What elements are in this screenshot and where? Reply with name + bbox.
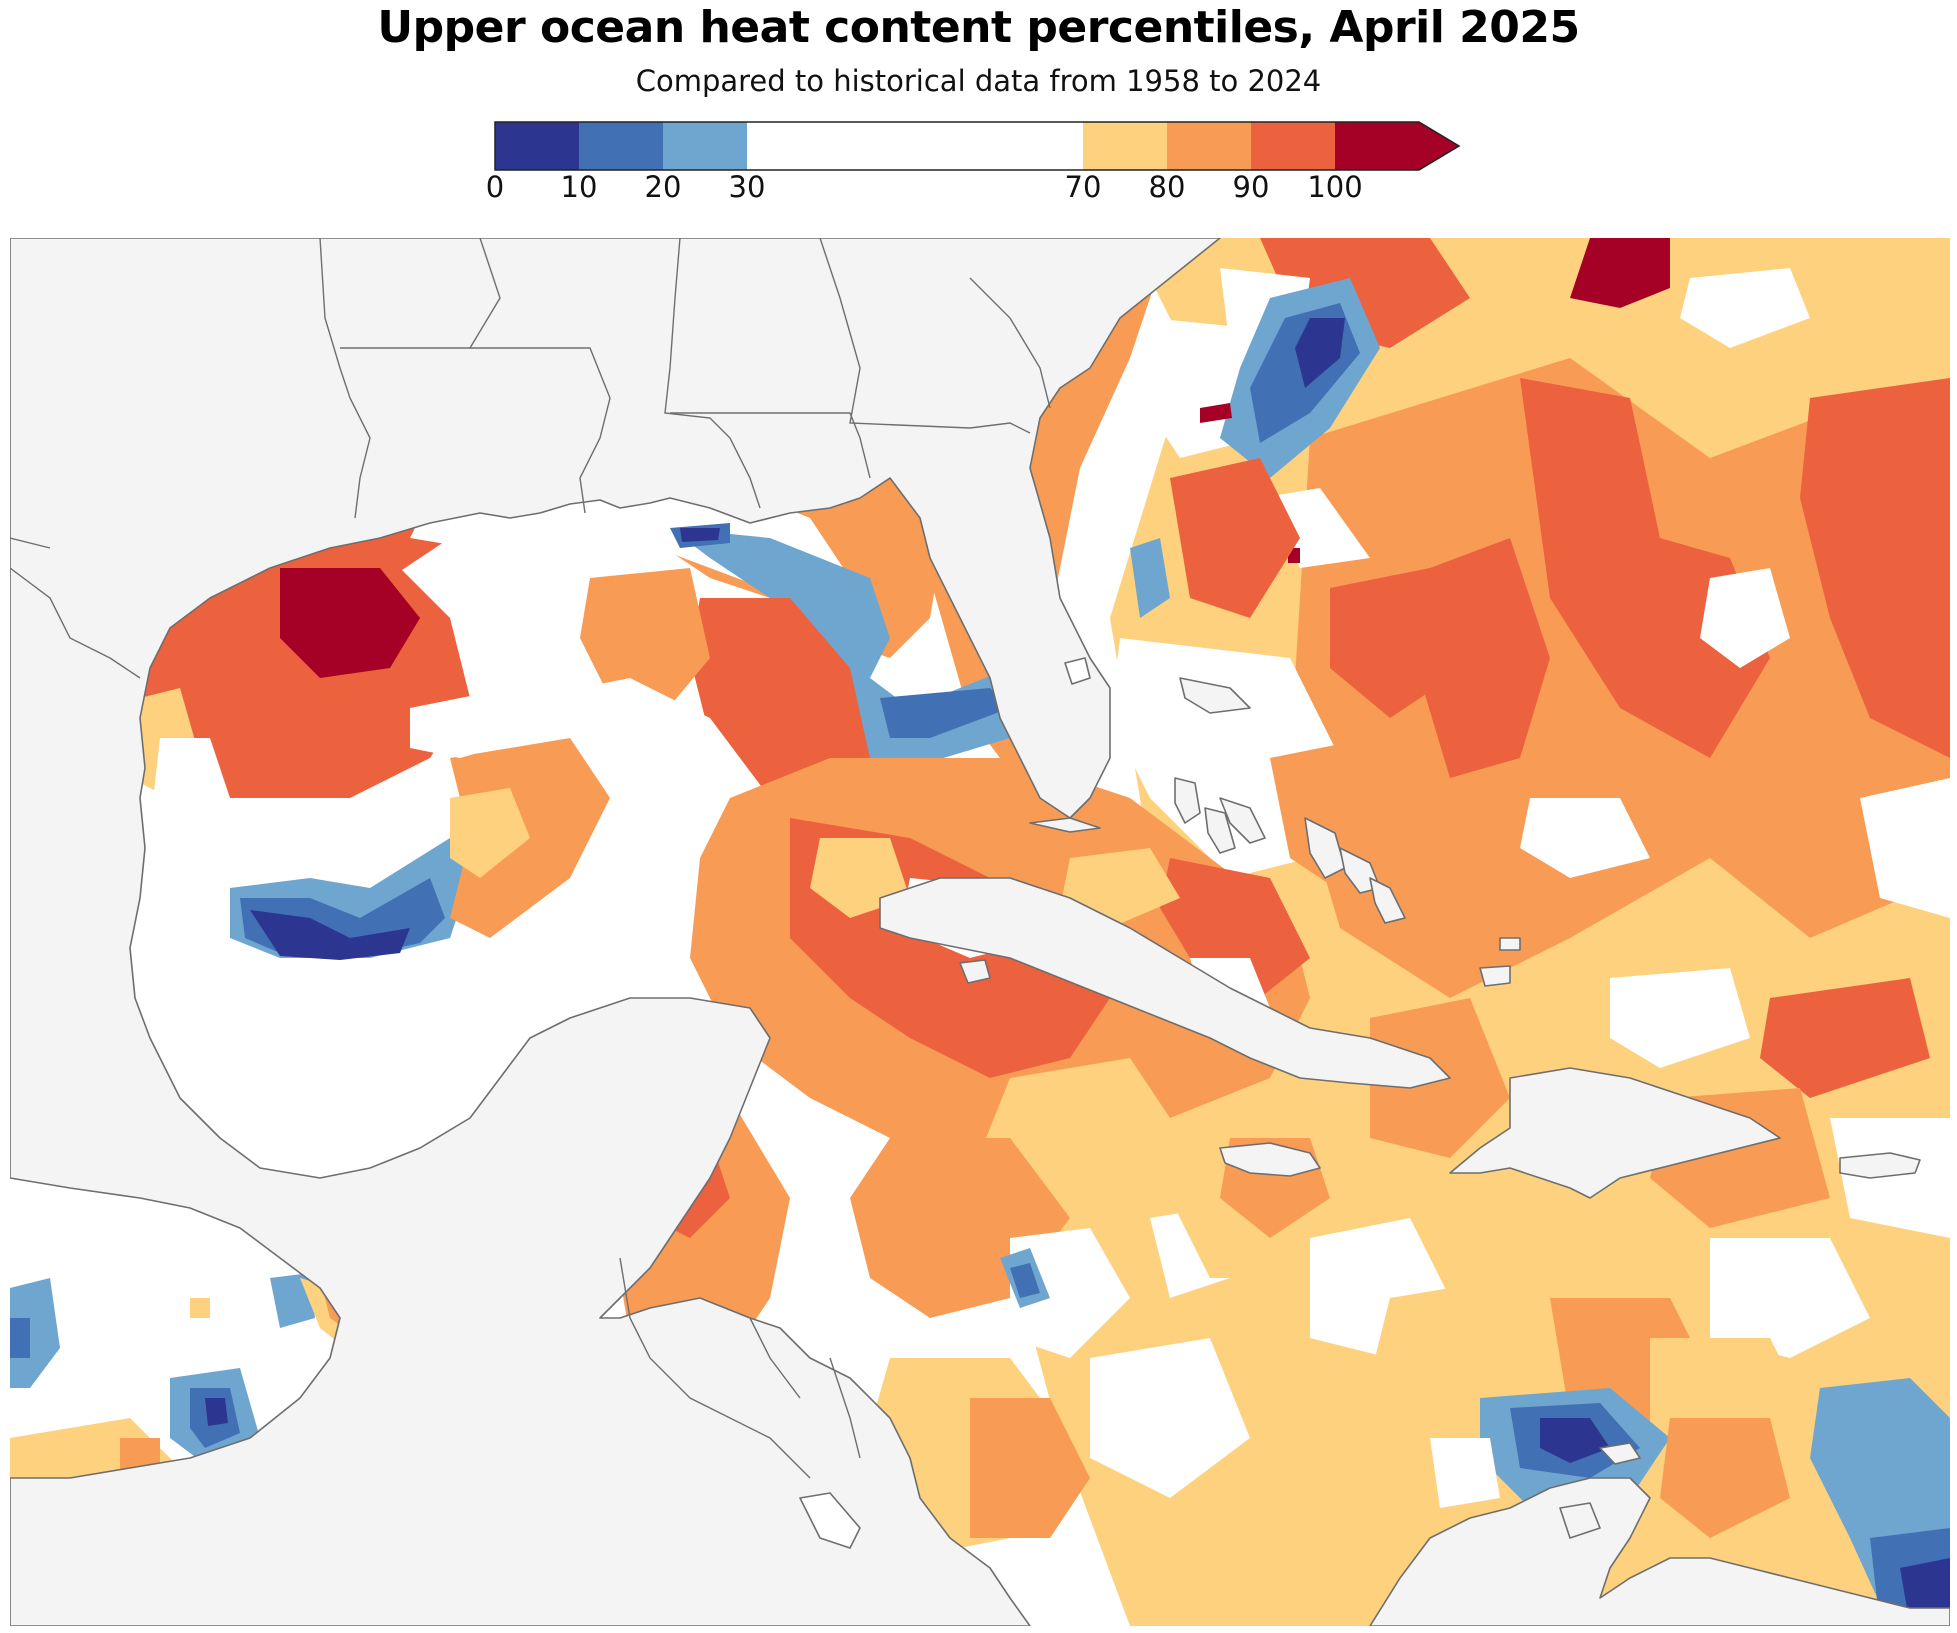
political-borders [10,238,1051,1479]
colorbar-bin [663,122,747,170]
colorbar-bin [1335,122,1459,170]
colorbar-tick-label: 90 [1232,170,1270,204]
colorbar-bin [747,122,1083,170]
colorbar-tick-label: 10 [560,170,598,204]
colorbar-bin [1167,122,1251,170]
colorbar [494,121,1461,171]
colorbar-tick-label: 100 [1307,170,1363,204]
colorbar-legend: 0 10 20 30 70 80 90 100 [0,118,1957,208]
land [10,238,1950,1626]
colorbar-bin [1251,122,1335,170]
colorbar-tick-label: 80 [1148,170,1186,204]
page-subtitle: Compared to historical data from 1958 to… [635,64,1322,98]
colorbar-tick-label: 0 [485,170,505,204]
heat-content-map [10,238,1950,1626]
page-title: Upper ocean heat content percentiles, Ap… [377,2,1580,53]
colorbar-tick-label: 30 [728,170,766,204]
colorbar-bin [1083,122,1167,170]
colorbar-tick-label: 20 [644,170,682,204]
colorbar-tick-label: 70 [1064,170,1102,204]
percentile-field [10,238,1950,1626]
colorbar-outline [494,121,1461,171]
colorbar-bin [495,122,579,170]
colorbar-bin [579,122,663,170]
